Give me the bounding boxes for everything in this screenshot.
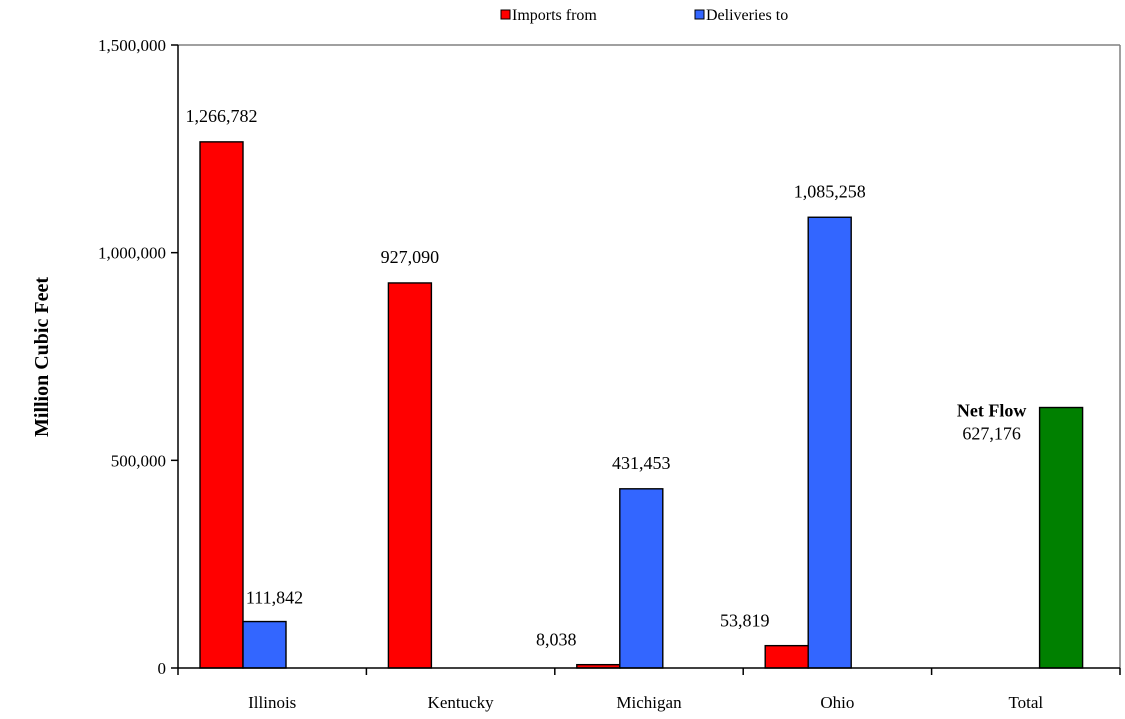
bar-imports-from-illinois [199, 141, 244, 669]
net-flow-title: Net Flow [957, 401, 1026, 421]
bars [199, 141, 1084, 669]
y-tick-label: 1,000,000 [98, 244, 166, 263]
data-label: 111,842 [246, 588, 303, 608]
legend: Imports from Deliveries to [500, 7, 788, 24]
legend-label: Imports from [512, 7, 597, 24]
data-labels: 1,266,782 111,842 927,090 8,038 431,453 53,81… [186, 106, 1027, 650]
axes: 0 500,000 1,000,000 1,500,000 Illinois Kentuc… [98, 36, 1121, 712]
bar-deliveries-to-ohio [807, 216, 852, 669]
bar-imports-from-ohio [764, 644, 809, 669]
x-tick-label: Illinois [248, 693, 296, 712]
y-axis-label: Million Cubic Feet [31, 277, 53, 437]
bar-net-flow-total [1038, 406, 1084, 669]
x-tick-label: Ohio [820, 693, 854, 712]
data-label: 431,453 [612, 453, 671, 473]
x-tick-label: Total [1008, 693, 1043, 712]
data-label: 53,819 [720, 611, 770, 631]
bar-deliveries-to-illinois [242, 620, 287, 669]
plot-area [178, 44, 1121, 668]
y-tick-label: 500,000 [111, 451, 166, 470]
data-label: 1,085,258 [794, 181, 866, 201]
data-label: 8,038 [536, 630, 577, 650]
bar-imports-from-kentucky [387, 282, 433, 669]
data-label: 927,090 [381, 247, 440, 267]
legend-swatch [694, 9, 705, 20]
x-tick-label: Kentucky [428, 693, 495, 712]
data-label: 1,266,782 [186, 106, 258, 126]
y-tick-label: 0 [158, 659, 167, 678]
bar-deliveries-to-michigan [619, 488, 664, 669]
legend-swatch [500, 9, 511, 20]
legend-label: Deliveries to [706, 7, 788, 24]
y-tick-label: 1,500,000 [98, 36, 166, 55]
x-tick-label: Michigan [616, 693, 682, 712]
data-label: 627,176 [962, 424, 1021, 444]
